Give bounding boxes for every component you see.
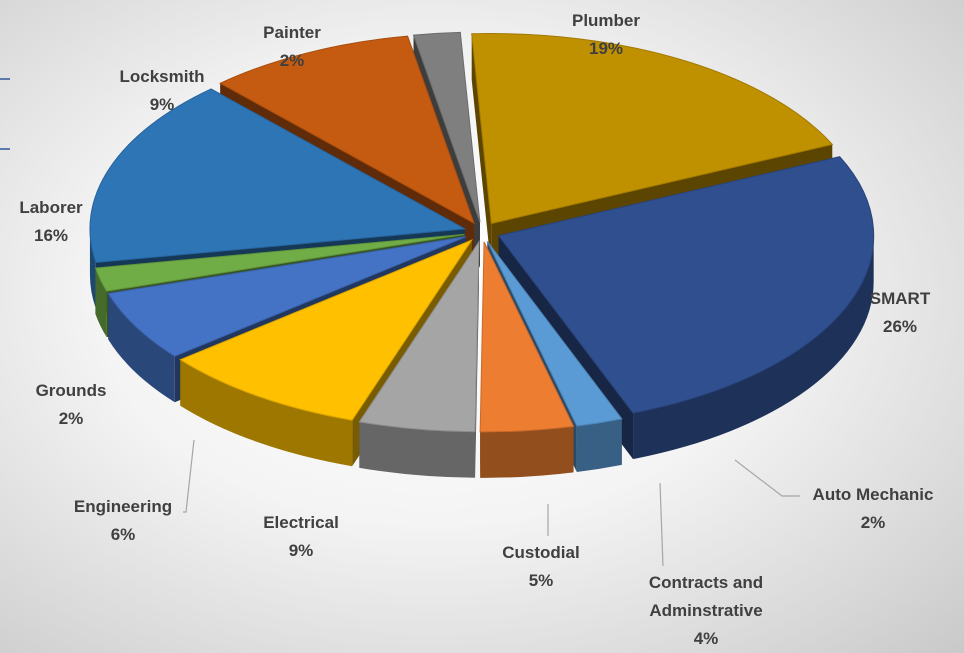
slice-outer-wall bbox=[633, 235, 874, 460]
leader-lines bbox=[183, 439, 800, 567]
slice-outer-wall bbox=[108, 293, 175, 403]
pie-slice-smart bbox=[497, 156, 875, 414]
slice-outer-wall bbox=[576, 418, 622, 472]
slice-label-grounds: Grounds 2% bbox=[36, 381, 107, 428]
slice-percent: 4% bbox=[694, 629, 719, 648]
slice-name: SMART bbox=[870, 289, 931, 308]
slice-label-painter: Painter 2% bbox=[263, 23, 321, 70]
slice-name: Painter bbox=[263, 23, 321, 42]
pie-slice-auto-mechanic bbox=[486, 241, 623, 427]
slice-name: Grounds bbox=[36, 381, 107, 400]
pie-slice-custodial bbox=[358, 240, 480, 433]
leader-line bbox=[183, 439, 195, 513]
pie-slice-electrical bbox=[179, 239, 474, 421]
slice-label-laborer: Laborer 16% bbox=[19, 198, 83, 245]
slice-name: Auto Mechanic bbox=[813, 485, 934, 504]
slice-name: Laborer bbox=[19, 198, 83, 217]
slice-label-contracts-and-adminstrative: Contracts and Adminstrative 4% bbox=[649, 573, 763, 648]
slice-percent: 2% bbox=[59, 409, 84, 428]
slice-outer-wall bbox=[180, 359, 353, 467]
slice-name: Custodial bbox=[502, 543, 579, 562]
slice-name: Plumber bbox=[572, 11, 640, 30]
slice-outer-wall bbox=[480, 426, 574, 478]
slice-outer-wall bbox=[95, 268, 107, 338]
slice-percent: 9% bbox=[289, 541, 314, 560]
pie-slice-contracts-and-adminstrative bbox=[479, 241, 575, 433]
leader-line bbox=[659, 482, 664, 567]
pie-slice-grounds bbox=[94, 233, 465, 292]
slice-percent: 2% bbox=[280, 51, 305, 70]
slice-label-auto-mechanic: Auto Mechanic 2% bbox=[813, 485, 934, 532]
slice-percent: 6% bbox=[111, 525, 136, 544]
slice-name: Electrical bbox=[263, 513, 339, 532]
slice-percent: 5% bbox=[529, 571, 554, 590]
leader-line bbox=[734, 459, 800, 497]
slice-label-smart: SMART 26% bbox=[870, 289, 931, 336]
pie-top-faces bbox=[89, 31, 875, 433]
slice-name: Adminstrative bbox=[649, 601, 762, 620]
slice-percent: 26% bbox=[883, 317, 917, 336]
slice-name: Locksmith bbox=[119, 67, 204, 86]
slice-inner-wall bbox=[471, 33, 492, 270]
slice-label-locksmith: Locksmith 9% bbox=[119, 67, 204, 114]
slice-outer-wall bbox=[359, 421, 476, 478]
slice-percent: 16% bbox=[34, 226, 68, 245]
pie-slice-painter bbox=[412, 31, 481, 223]
slice-percent: 19% bbox=[589, 39, 623, 58]
slice-label-engineering: Engineering 6% bbox=[74, 497, 172, 544]
slice-percent: 2% bbox=[861, 513, 886, 532]
slice-name: Engineering bbox=[74, 497, 172, 516]
slice-name: Contracts and bbox=[649, 573, 763, 592]
slice-percent: 9% bbox=[150, 95, 175, 114]
slice-label-electrical: Electrical 9% bbox=[263, 513, 339, 560]
pie-slice-plumber bbox=[471, 33, 834, 225]
pie-slice-engineering bbox=[107, 236, 467, 357]
pie-slice-laborer bbox=[89, 88, 467, 264]
slice-label-custodial: Custodial 5% bbox=[502, 543, 579, 590]
pie-slice-locksmith bbox=[219, 35, 475, 225]
slice-labels: Plumber 19% SMART 26% Auto Mechanic 2% Contrac… bbox=[19, 11, 933, 648]
slice-outer-wall bbox=[89, 228, 96, 309]
slice-label-plumber: Plumber 19% bbox=[572, 11, 640, 58]
